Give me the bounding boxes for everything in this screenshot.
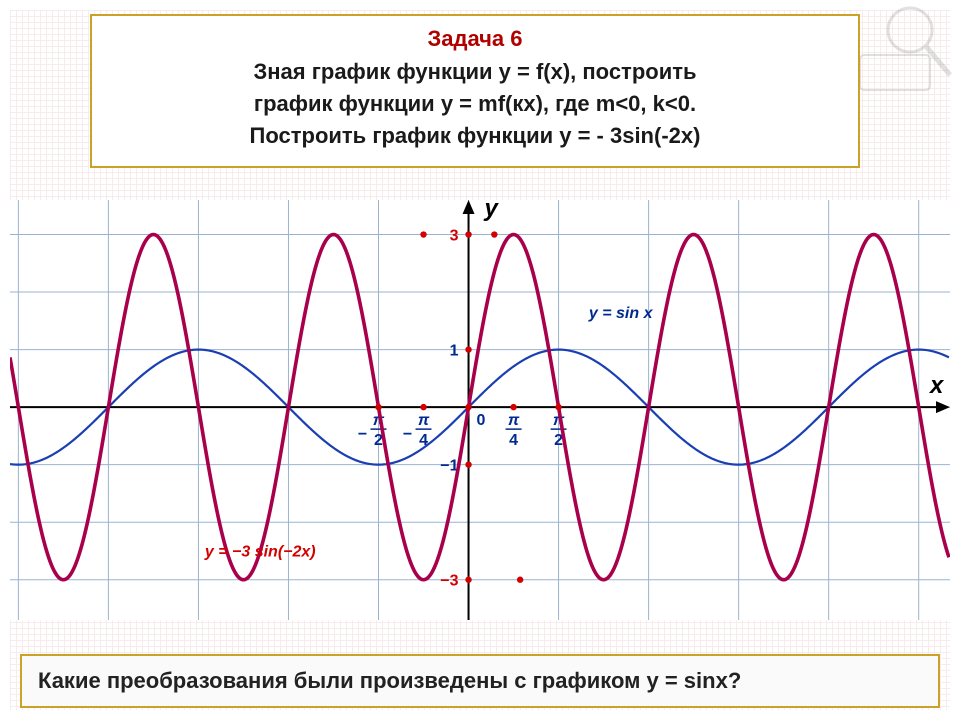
svg-text:3: 3 [450, 228, 459, 245]
svg-text:y: y [484, 200, 500, 222]
svg-text:x: x [928, 372, 945, 399]
task-title-box: Задача 6 Зная график функции y = f(x), п… [90, 14, 860, 168]
chart-svg: yx031−1−3−π2−π4π4π2y = sin xy = −3 sin(−… [10, 200, 950, 620]
question-box: Какие преобразования были произведены с … [20, 654, 940, 708]
question-text: Какие преобразования были произведены с … [38, 668, 741, 693]
svg-text:π: π [508, 412, 520, 429]
svg-text:0: 0 [477, 412, 486, 429]
svg-text:−3: −3 [440, 573, 458, 590]
svg-text:−: − [358, 426, 367, 443]
svg-text:4: 4 [509, 432, 518, 449]
chart-area: yx031−1−3−π2−π4π4π2y = sin xy = −3 sin(−… [10, 200, 950, 620]
task-number: Задача 6 [110, 26, 840, 52]
svg-text:y = sin x: y = sin x [588, 305, 654, 322]
task-line-3: график функции y = mf(кx), где m<0, k<0. [110, 88, 840, 120]
svg-text:π: π [418, 412, 430, 429]
task-line-2: Зная график функции y = f(x), построить [110, 56, 840, 88]
svg-text:y = −3 sin(−2x): y = −3 sin(−2x) [204, 544, 316, 561]
task-line-4: Построить график функции y = - 3sin(-2x) [110, 120, 840, 152]
svg-text:1: 1 [450, 343, 459, 360]
svg-text:−: − [403, 426, 412, 443]
